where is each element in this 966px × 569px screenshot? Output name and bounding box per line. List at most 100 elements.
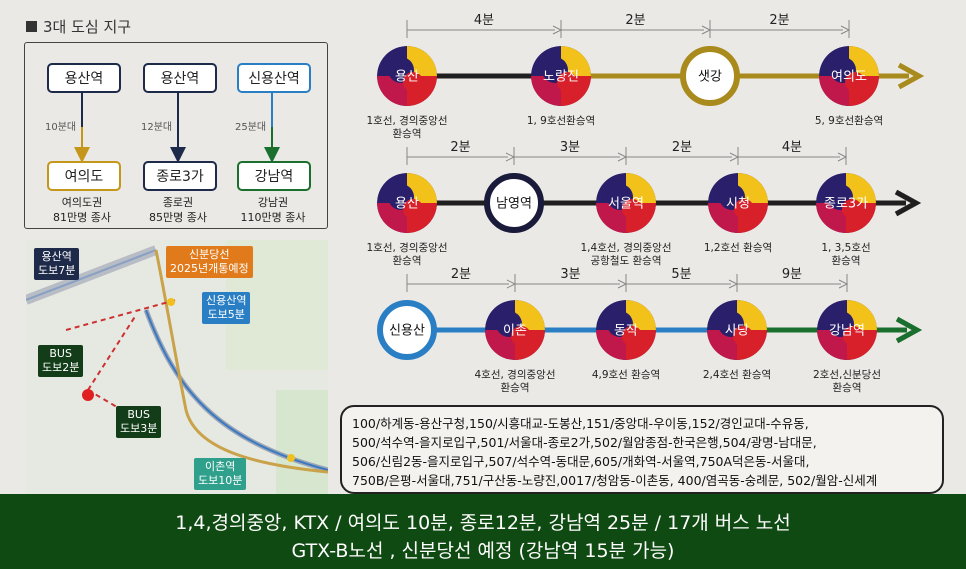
destination-station-box: 종로3가 <box>143 161 217 191</box>
area-name: 강남권 <box>257 196 289 209</box>
travel-time-label: 12분대 <box>141 122 173 133</box>
station-name: 용산 <box>395 197 419 212</box>
station-note: 4호선, 경의중앙선 <box>475 368 556 381</box>
station-note: 공항철도 환승역 <box>591 255 662 267</box>
origin-station-label: 용산역 <box>64 71 104 87</box>
travel-time-label: 10분대 <box>45 122 77 133</box>
section-heading-text: 3대 도심 지구 <box>43 18 132 36</box>
station-name: 노량진 <box>543 70 579 85</box>
area-workers: 85만명 종사 <box>149 211 207 224</box>
segment-time: 5분 <box>625 267 739 292</box>
station-name: 사당 <box>725 324 749 339</box>
area-caption: 강남권 110만명 종사 <box>225 195 321 225</box>
station-note: 환승역 <box>833 382 862 394</box>
segment-time: 2분 <box>560 13 712 38</box>
summary-banner: 1,4,경의중앙, KTX / 여의도 10분, 종로12분, 강남역 25분 … <box>0 494 966 569</box>
station-node: 노량진 1, 9호선환승역 <box>527 46 595 127</box>
station-node: 샛강 <box>680 46 740 106</box>
station-name: 동작 <box>614 324 638 339</box>
destination-station-label: 여의도 <box>64 169 104 185</box>
business-area-panel: 용산역 10분대 여의도 여의도권 81만명 종사 용산역 12분대 종로3가 종… <box>24 42 328 229</box>
area-caption: 여의도권 81만명 종사 <box>37 195 127 225</box>
station-note: 5, 9호선환승역 <box>815 115 883 127</box>
station-node: 동작 4,9호선 환승역 <box>592 300 660 381</box>
connector-arrows <box>74 93 280 163</box>
station-note: 2,4호선 환승역 <box>703 369 771 381</box>
station-name: 신용산 <box>389 324 425 339</box>
route-arrow-head-icon <box>897 62 925 90</box>
segment-time: 3분 <box>514 267 628 292</box>
station-node: 시청 1,2호선 환승역 <box>704 173 772 254</box>
station-name: 강남역 <box>829 324 865 339</box>
svg-text:3분: 3분 <box>560 267 580 282</box>
station-name: 서울역 <box>608 197 644 212</box>
square-bullet-icon <box>26 21 37 32</box>
station-node: 여의도 5, 9호선환승역 <box>815 46 883 127</box>
segment-time: 2분 <box>406 267 517 292</box>
area-name: 여의도권 <box>61 196 103 209</box>
svg-text:2분: 2분 <box>672 140 692 155</box>
station-note: 4,9호선 환승역 <box>592 369 660 381</box>
svg-text:4분: 4분 <box>782 140 802 155</box>
segment-time: 4분 <box>406 13 563 38</box>
section-heading: 3대 도심 지구 <box>26 16 131 37</box>
summary-line-1: 1,4,경의중앙, KTX / 여의도 10분, 종로12분, 강남역 25분 … <box>175 512 791 534</box>
segment-time: 2분 <box>406 140 516 165</box>
route-arrow-head-icon <box>895 316 923 344</box>
origin-station-box: 용산역 <box>47 63 121 93</box>
destination-station-label: 강남역 <box>254 169 294 185</box>
station-name: 여의도 <box>831 70 867 85</box>
station-name: 시청 <box>726 197 750 212</box>
station-name: 종로3가 <box>824 197 868 212</box>
station-note: 1, 3,5호선 <box>821 242 870 254</box>
sinyongsan-station-callout: 신용산역 도보5분 <box>202 292 251 324</box>
station-name: 샛강 <box>698 70 722 85</box>
station-name: 남영역 <box>496 197 532 212</box>
travel-time-label: 25분대 <box>235 122 267 133</box>
area-workers: 81만명 종사 <box>53 211 111 224</box>
area-name: 종로권 <box>162 196 194 209</box>
station-name: 용산 <box>395 70 419 85</box>
station-node: 신용산 <box>377 300 437 360</box>
svg-text:2분: 2분 <box>451 267 471 282</box>
bus-route-line: 506/신림2동-을지로입구,507/석수역-동대문,605/개화역-서울역,7… <box>352 454 810 469</box>
bus-route-line: 100/하계동-용산구청,150/시흥대교-도봉산,151/중앙대-우이동,15… <box>352 416 809 431</box>
station-note: 1, 9호선환승역 <box>527 115 595 127</box>
segment-time: 3분 <box>513 140 628 165</box>
origin-station-box: 신용산역 <box>237 63 311 93</box>
ichon-station-callout: 이촌역 도보10분 <box>194 458 247 490</box>
station-note: 1호선, 경의중앙선 <box>367 114 448 127</box>
svg-text:4분: 4분 <box>474 13 494 28</box>
segment-time: 4분 <box>737 140 848 165</box>
bus-route-line: 750B/은평-서울대,751/구산동-노량진,0017/청암동-이촌동, 40… <box>352 473 878 488</box>
route-arrow-head-icon <box>894 189 922 217</box>
station-note: 1,2호선 환승역 <box>704 242 772 254</box>
station-note: 환승역 <box>393 255 422 267</box>
station-note: 환승역 <box>501 382 530 394</box>
station-name: 이촌 <box>503 324 527 339</box>
origin-station-label: 신용산역 <box>248 71 300 87</box>
svg-text:2분: 2분 <box>450 140 470 155</box>
origin-station-label: 용산역 <box>160 71 200 87</box>
origin-station-box: 용산역 <box>143 63 217 93</box>
bus-routes-box: 100/하계동-용산구청,150/시흥대교-도봉산,151/중앙대-우이동,15… <box>340 405 944 494</box>
location-map: 용산역 도보7분 신분당선 2025년개통예정 신용산역 도보5분 BUS 도보… <box>26 240 328 495</box>
bus-stop-callout: BUS 도보3분 <box>116 406 162 438</box>
destination-station-box: 강남역 <box>237 161 311 191</box>
station-note: 2호선,신분당선 <box>813 369 881 381</box>
station-note: 1호선, 경의중앙선 <box>367 241 448 254</box>
station-note: 환승역 <box>832 255 861 267</box>
summary-line-2: GTX-B노선 , 신분당선 예정 (강남역 15분 가능) <box>291 540 675 562</box>
area-caption: 종로권 85만명 종사 <box>133 195 223 225</box>
segment-time: 2분 <box>709 13 851 38</box>
station-note: 1,4호선, 경의중앙선 <box>581 241 672 254</box>
station-note: 환승역 <box>393 128 422 140</box>
svg-text:2분: 2분 <box>769 13 789 28</box>
station-node: 사당 2,4호선 환승역 <box>703 300 771 381</box>
svg-text:3분: 3분 <box>560 140 580 155</box>
